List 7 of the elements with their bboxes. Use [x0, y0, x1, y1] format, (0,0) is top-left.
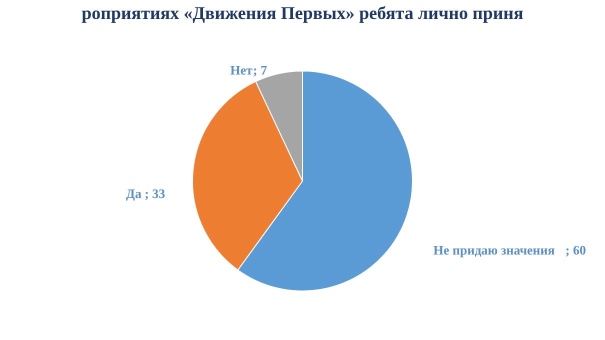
- data-label: ; 33: [144, 186, 166, 201]
- slice-label: Не придаю значения: [433, 242, 555, 258]
- data-label: ; 60: [565, 242, 586, 258]
- data-label: ; 7: [253, 62, 268, 78]
- slice-label: Да: [126, 186, 142, 201]
- chart-title: роприятиях «Движения Первых» ребята лично приня: [82, 3, 524, 23]
- slice-label: Нет: [230, 62, 254, 78]
